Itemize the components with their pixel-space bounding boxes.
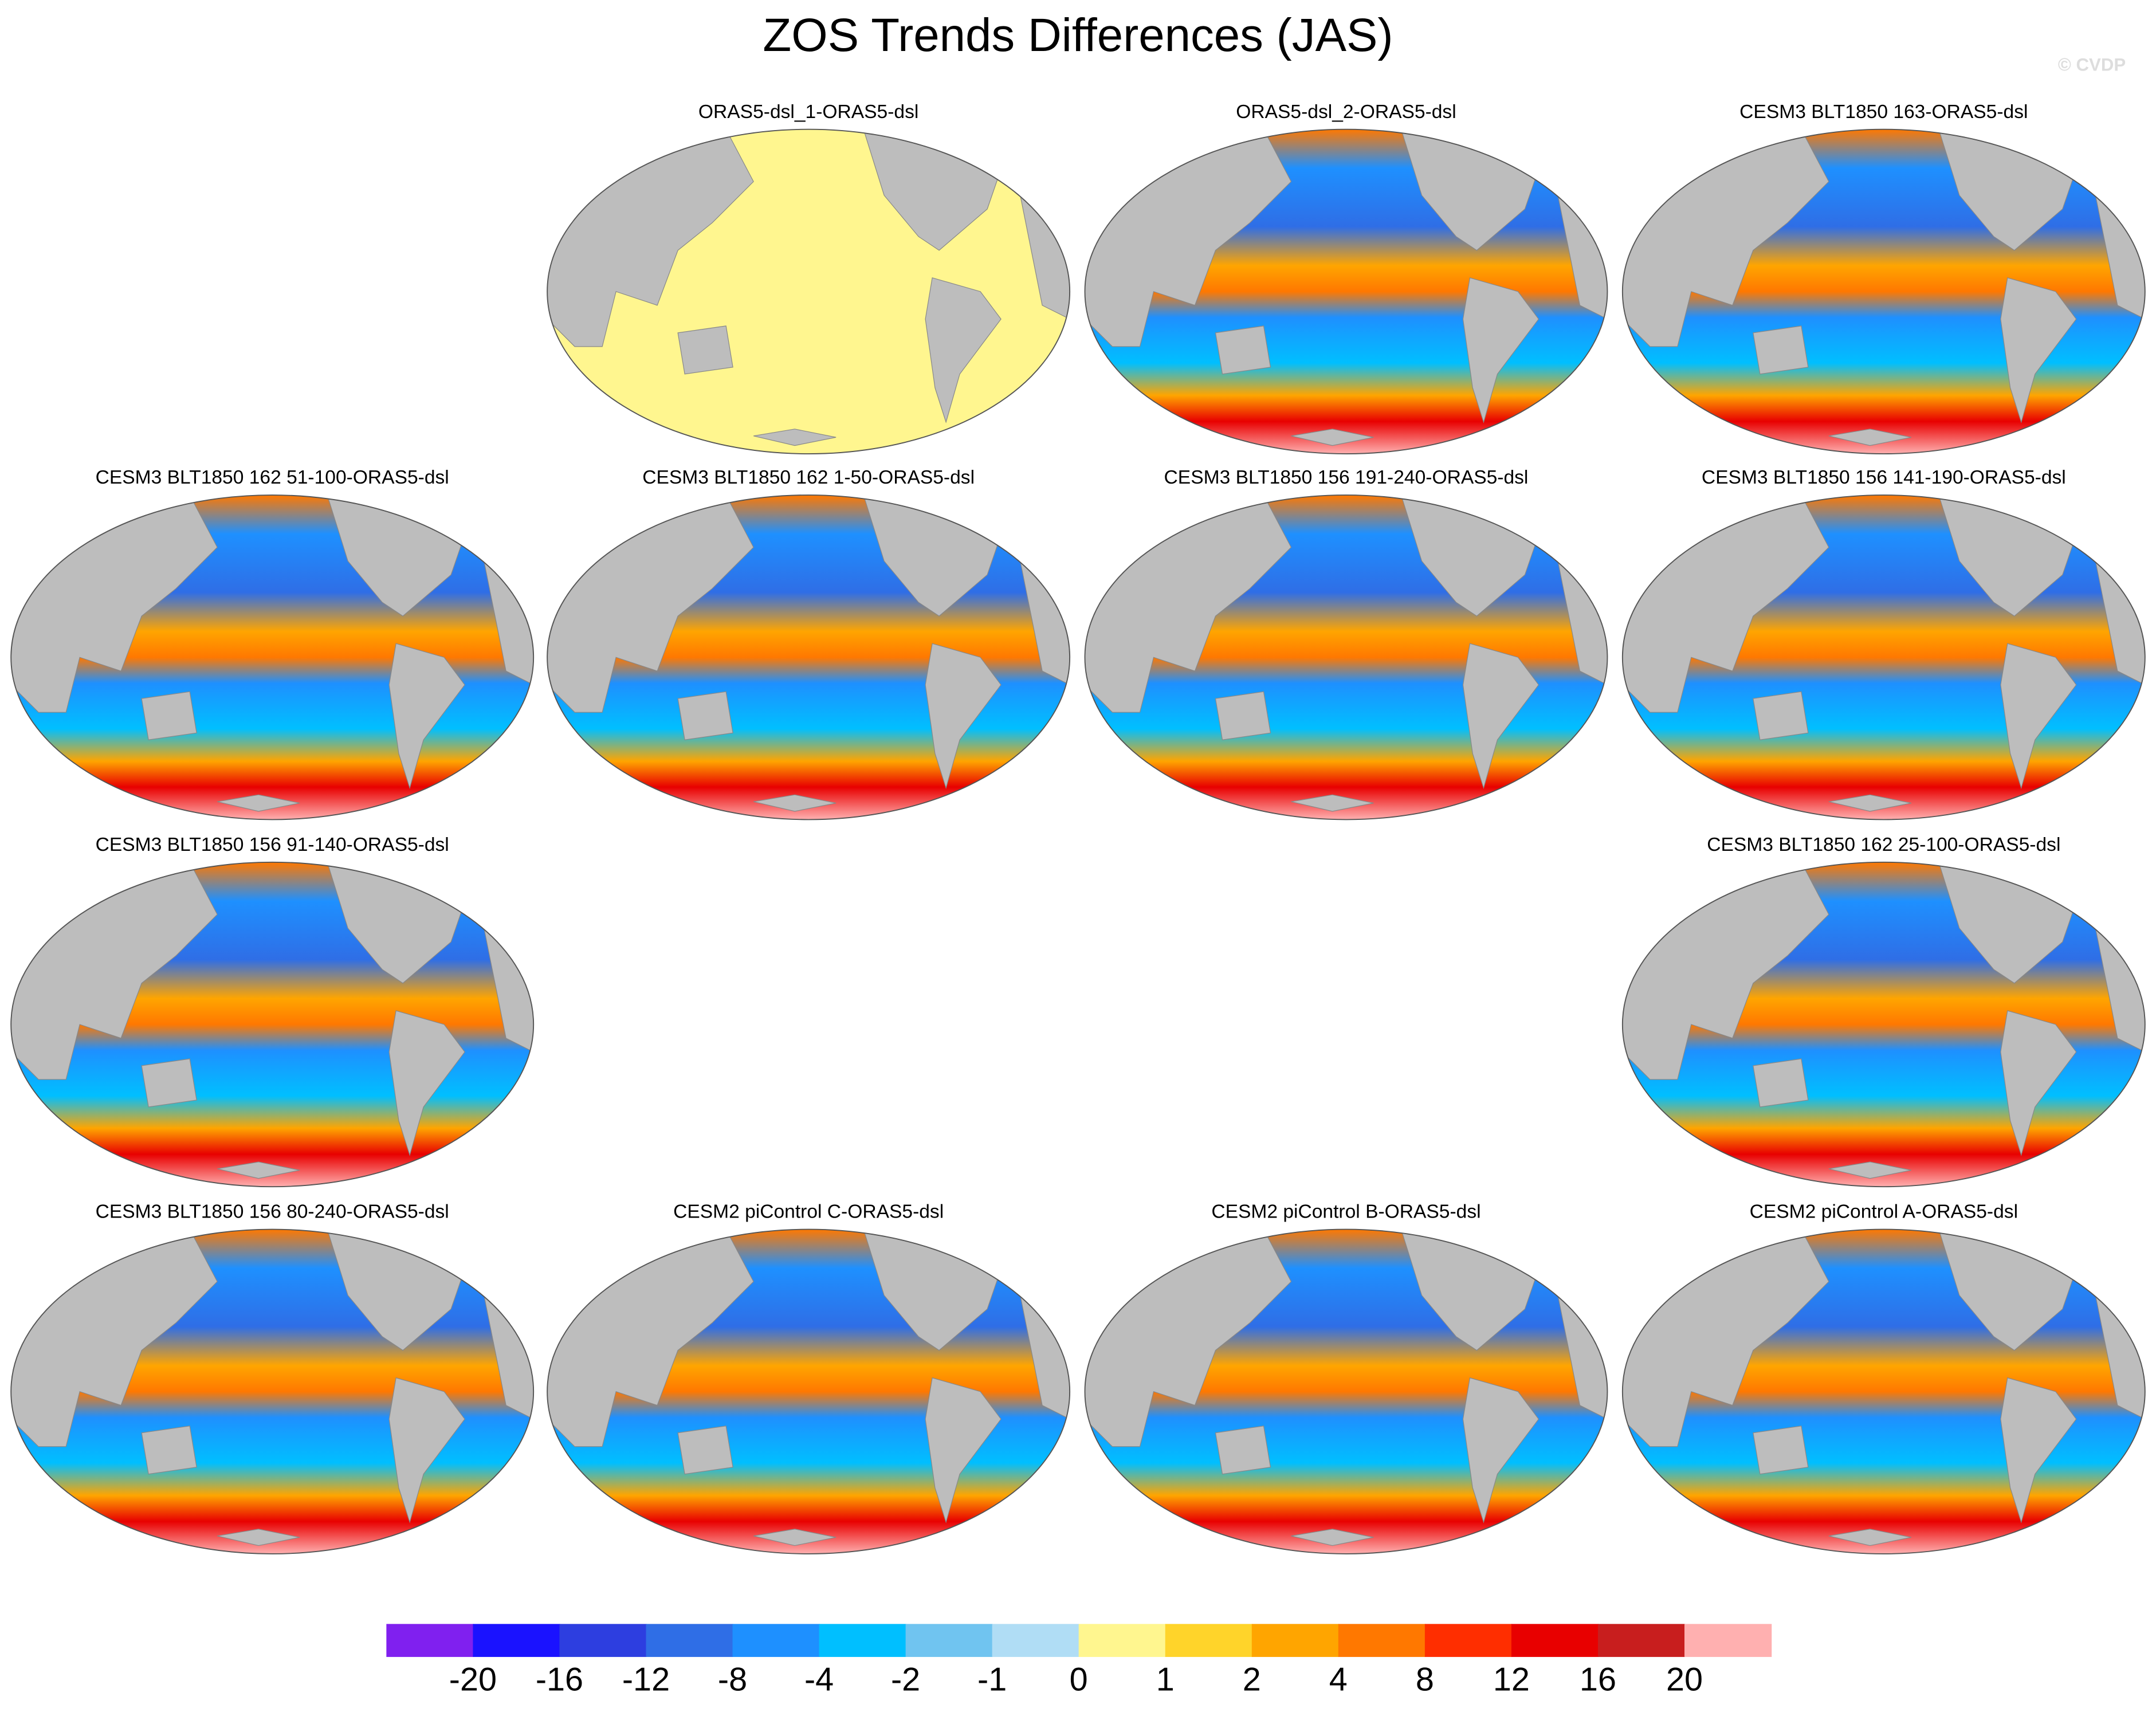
map-outline xyxy=(1084,128,1608,454)
colorbar-label: -2 xyxy=(891,1661,920,1698)
colorbar-box xyxy=(1078,1624,1166,1657)
colorbar-label: -16 xyxy=(536,1661,583,1698)
panel-title: CESM3 BLT1850 156 191-240-ORAS5-dsl xyxy=(1164,467,1529,488)
panel-title: CESM3 BLT1850 162 51-100-ORAS5-dsl xyxy=(96,467,449,488)
colorbar-box xyxy=(1597,1624,1686,1657)
colorbar-box xyxy=(905,1624,993,1657)
colorbar-box xyxy=(992,1624,1079,1657)
map-outline xyxy=(1621,494,2146,820)
colorbar-box xyxy=(559,1624,647,1657)
panel-title: CESM3 BLT1850 162 1-50-ORAS5-dsl xyxy=(642,467,975,488)
colorbar-box xyxy=(1684,1624,1772,1657)
map-panel: CESM3 BLT1850 163-ORAS5-dsl xyxy=(1621,101,2146,454)
panel-title: CESM3 BLT1850 156 80-240-ORAS5-dsl xyxy=(96,1201,449,1223)
map-outline xyxy=(1621,128,2146,454)
panel-title: CESM2 piControl C-ORAS5-dsl xyxy=(673,1201,944,1223)
map-panel: CESM2 piControl C-ORAS5-dsl xyxy=(547,1201,1071,1554)
panel-title: CESM3 BLT1850 163-ORAS5-dsl xyxy=(1739,101,2028,123)
colorbar-label: 1 xyxy=(1156,1661,1175,1698)
colorbar-box xyxy=(1511,1624,1599,1657)
colorbar-box xyxy=(473,1624,560,1657)
colorbar-label: -12 xyxy=(622,1661,670,1698)
map-panel: CESM3 BLT1850 156 141-190-ORAS5-dsl xyxy=(1621,467,2146,820)
panels: ORAS5-dsl_1-ORAS5-dsl ORAS5-dsl_2-ORAS5-d… xyxy=(10,101,2146,1554)
map-outline xyxy=(1084,494,1608,820)
map-panel: CESM3 BLT1850 156 80-240-ORAS5-dsl xyxy=(10,1201,535,1554)
colorbar-box xyxy=(1165,1624,1252,1657)
colorbar-label: 8 xyxy=(1416,1661,1434,1698)
panel-title: ORAS5-dsl_1-ORAS5-dsl xyxy=(698,101,918,123)
colorbar: -20 -16 -12 -8 -4 -2 -1 0 1 2 4 8 12 16 20 xyxy=(386,1624,1772,1698)
panel-title: ORAS5-dsl_2-ORAS5-dsl xyxy=(1236,101,1456,123)
panel-title: CESM3 BLT1850 162 25-100-ORAS5-dsl xyxy=(1707,834,2060,855)
colorbar-label: 20 xyxy=(1666,1661,1703,1698)
map-panel: ORAS5-dsl_1-ORAS5-dsl xyxy=(547,101,1071,454)
colorbar-label: -4 xyxy=(804,1661,834,1698)
colorbar-label: 0 xyxy=(1070,1661,1088,1698)
colorbar-box xyxy=(646,1624,733,1657)
colorbar-label: 12 xyxy=(1493,1661,1530,1698)
colorbar-box xyxy=(819,1624,906,1657)
map-outline xyxy=(547,1228,1071,1554)
map-outline xyxy=(10,494,535,820)
map-outline xyxy=(10,1228,535,1554)
map-outline xyxy=(547,128,1071,454)
colorbar-label: 2 xyxy=(1243,1661,1261,1698)
colorbar-box xyxy=(732,1624,820,1657)
map-panel: CESM3 BLT1850 156 191-240-ORAS5-dsl xyxy=(1084,467,1608,820)
figure-title: ZOS Trends Differences (JAS) xyxy=(763,9,1393,61)
colorbar-box xyxy=(1424,1624,1513,1657)
colorbar-label: -20 xyxy=(449,1661,497,1698)
map-panel: ORAS5-dsl_2-ORAS5-dsl xyxy=(1084,101,1608,454)
colorbar-box xyxy=(1338,1624,1426,1657)
map-panel: CESM3 BLT1850 156 91-140-ORAS5-dsl xyxy=(10,834,535,1188)
colorbar-box xyxy=(386,1624,474,1657)
panel-title: CESM2 piControl B-ORAS5-dsl xyxy=(1211,1201,1480,1223)
map-panel: CESM3 BLT1850 162 25-100-ORAS5-dsl xyxy=(1621,834,2146,1188)
colorbar-label: 4 xyxy=(1329,1661,1348,1698)
colorbar-label: -8 xyxy=(718,1661,747,1698)
colorbar-label: 16 xyxy=(1580,1661,1616,1698)
map-outline xyxy=(1621,861,2146,1188)
map-outline xyxy=(10,861,535,1188)
map-outline xyxy=(1621,1228,2146,1554)
panel-title: CESM3 BLT1850 156 91-140-ORAS5-dsl xyxy=(96,834,449,855)
watermark: © CVDP xyxy=(2058,55,2126,75)
map-panel: CESM2 piControl A-ORAS5-dsl xyxy=(1621,1201,2146,1554)
colorbar-box xyxy=(1251,1624,1340,1657)
map-panel: CESM2 piControl B-ORAS5-dsl xyxy=(1084,1201,1608,1554)
map-panel: CESM3 BLT1850 162 1-50-ORAS5-dsl xyxy=(547,467,1071,820)
colorbar-label: -1 xyxy=(977,1661,1007,1698)
map-panel: CESM3 BLT1850 162 51-100-ORAS5-dsl xyxy=(10,467,535,820)
panel-title: CESM2 piControl A-ORAS5-dsl xyxy=(1750,1201,2018,1223)
panel-title: CESM3 BLT1850 156 141-190-ORAS5-dsl xyxy=(1702,467,2066,488)
map-outline xyxy=(1084,1228,1608,1554)
map-outline xyxy=(547,494,1071,820)
